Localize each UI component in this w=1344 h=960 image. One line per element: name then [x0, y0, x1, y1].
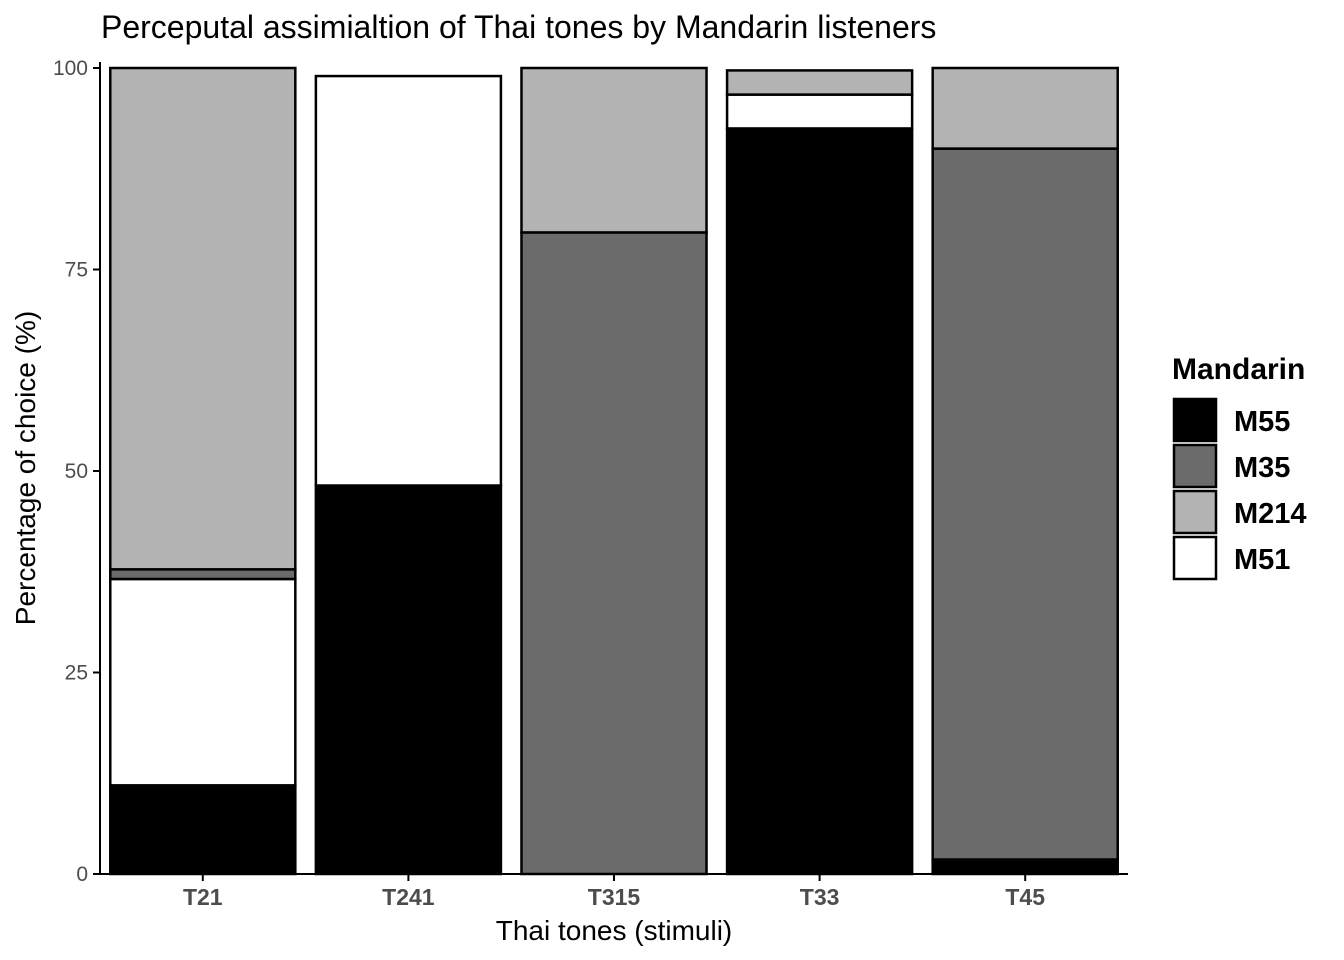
- bar-segment-t21-m35: [109, 568, 297, 581]
- bar-segment-t21-m214: [109, 66, 297, 571]
- bar-segment-t45-m35: [931, 147, 1119, 861]
- bar-segment-t21-m55: [109, 784, 297, 876]
- bar-segment-t241-m51: [314, 74, 503, 487]
- y-axis-label: Percentage of choice (%): [10, 311, 41, 625]
- x-tick-label: T45: [1005, 884, 1045, 910]
- x-tick-label: T33: [800, 884, 840, 910]
- bar-segment-t315-m214: [520, 66, 708, 234]
- chart-title: Perceputal assimialtion of Thai tones by…: [101, 9, 936, 45]
- bar-segment-t21-m51: [109, 577, 297, 787]
- legend: Mandarin M55 M35 M214 M51: [1172, 353, 1307, 581]
- bars: [109, 66, 1119, 876]
- x-axis-label: Thai tones (stimuli): [496, 915, 733, 946]
- y-tick-label: 50: [65, 460, 88, 483]
- legend-label-m35: M35: [1234, 452, 1290, 484]
- bar-segment-t33-m51: [725, 93, 914, 130]
- bar-segment-t33-m214: [725, 69, 914, 96]
- y-ticks: 0 25 50 75 100: [53, 57, 100, 886]
- x-tick-label: T241: [382, 884, 435, 910]
- bar-segment-t45-m214: [931, 66, 1119, 150]
- bar-segment-t241-m55: [314, 484, 503, 876]
- x-ticks: T21 T241 T315 T33 T45: [183, 874, 1045, 910]
- legend-swatch-m35: [1172, 443, 1218, 489]
- legend-label-m214: M214: [1234, 498, 1307, 530]
- bar-segment-t315-m35: [520, 231, 708, 876]
- legend-swatch-m55: [1172, 397, 1218, 443]
- y-tick-label: 75: [65, 259, 88, 282]
- y-tick-label: 0: [76, 863, 88, 886]
- bar-segment-t33-m55: [725, 127, 914, 876]
- legend-title: Mandarin: [1172, 353, 1305, 386]
- legend-swatch-m214: [1172, 489, 1218, 535]
- y-tick-label: 25: [65, 662, 88, 685]
- legend-label-m55: M55: [1234, 406, 1290, 438]
- x-tick-label: T315: [588, 884, 641, 910]
- x-tick-label: T21: [183, 884, 223, 910]
- y-tick-label: 100: [53, 57, 88, 80]
- legend-label-m51: M51: [1234, 544, 1290, 576]
- legend-swatch-m51: [1172, 535, 1218, 581]
- bar-segment-t45-m55: [931, 858, 1119, 876]
